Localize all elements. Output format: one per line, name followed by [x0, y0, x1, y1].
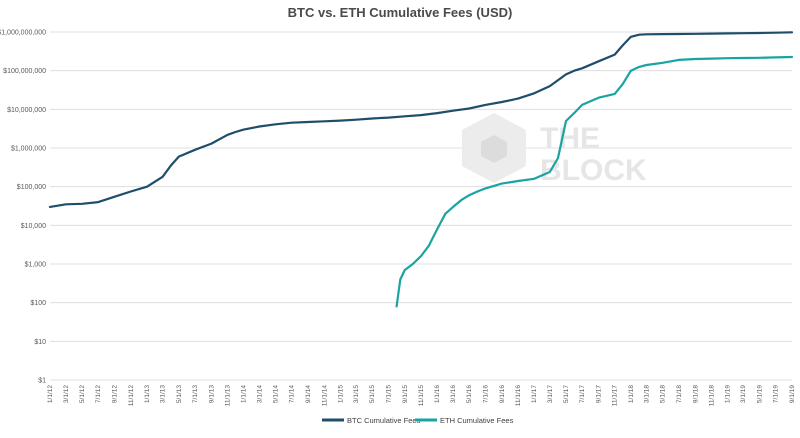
- x-tick-label: 5/1/16: [466, 385, 473, 403]
- watermark-cube-inner-icon: [481, 135, 507, 163]
- x-tick-label: 7/1/17: [579, 385, 586, 403]
- y-tick-label: $1,000,000: [11, 146, 46, 153]
- y-tick-label: $1,000,000,000: [0, 30, 46, 37]
- y-tick-label: $10,000,000: [7, 107, 46, 114]
- x-tick-label: 3/1/15: [353, 385, 360, 403]
- x-tick-label: 9/1/12: [112, 385, 119, 403]
- x-tick-label: 11/1/13: [225, 385, 232, 407]
- y-tick-label: $1: [38, 378, 46, 385]
- x-tick-label: 7/1/18: [676, 385, 683, 403]
- x-tick-label: 5/1/14: [273, 385, 280, 403]
- x-tick-label: 5/1/18: [660, 385, 667, 403]
- x-tick-label: 11/1/18: [708, 385, 715, 407]
- y-tick-label: $100,000,000: [3, 68, 46, 75]
- y-tick-label: $10,000: [21, 223, 46, 230]
- x-tick-label: 1/1/18: [628, 385, 635, 403]
- x-tick-label: 3/1/14: [256, 385, 263, 403]
- x-tick-label: 11/1/17: [612, 385, 619, 407]
- x-tick-label: 3/1/12: [63, 385, 70, 403]
- y-tick-label: $1,000: [25, 262, 47, 269]
- x-tick-label: 7/1/13: [192, 385, 199, 403]
- x-tick-label: 5/1/17: [563, 385, 570, 403]
- x-axis-tick-labels: 1/1/12 3/1/12 5/1/12 7/1/12 9/1/12 11/1/12 1/1…: [47, 385, 796, 407]
- x-tick-label: 7/1/16: [482, 385, 489, 403]
- legend-label-eth: ETH Cumulative Fees: [440, 416, 514, 425]
- series-lines: [48, 31, 794, 308]
- btc-series-line: [48, 31, 794, 208]
- x-tick-label: 9/1/17: [596, 385, 603, 403]
- x-tick-label: 9/1/18: [692, 385, 699, 403]
- x-tick-label: 11/1/14: [321, 385, 328, 407]
- x-tick-label: 9/1/19: [789, 385, 796, 403]
- x-tick-label: 1/1/12: [47, 385, 54, 403]
- x-tick-label: 11/1/15: [418, 385, 425, 407]
- x-tick-label: 5/1/13: [176, 385, 183, 403]
- y-tick-label: $10: [34, 339, 46, 346]
- x-tick-label: 9/1/14: [305, 385, 312, 403]
- legend: BTC Cumulative Fees ETH Cumulative Fees: [322, 416, 514, 425]
- y-axis-tick-labels: $1 $10 $100 $1,000 $10,000 $100,000 $1,000,000…: [0, 30, 46, 385]
- x-tick-label: 7/1/19: [773, 385, 780, 403]
- x-tick-label: 1/1/19: [725, 385, 732, 403]
- x-tick-label: 5/1/15: [369, 385, 376, 403]
- y-tick-label: $100: [30, 300, 46, 307]
- x-tick-label: 11/1/12: [128, 385, 135, 407]
- x-tick-label: 9/1/16: [499, 385, 506, 403]
- x-tick-label: 3/1/17: [547, 385, 554, 403]
- watermark: THE BLOCK: [462, 113, 647, 187]
- x-tick-label: 1/1/17: [531, 385, 538, 403]
- x-tick-label: 3/1/18: [644, 385, 651, 403]
- x-tick-label: 7/1/15: [385, 385, 392, 403]
- x-tick-label: 5/1/12: [79, 385, 86, 403]
- x-tick-label: 1/1/14: [241, 385, 248, 403]
- watermark-text-the: THE: [540, 122, 600, 155]
- x-tick-label: 9/1/15: [402, 385, 409, 403]
- grid-lines: [50, 31, 792, 381]
- y-tick-label: $100,000: [17, 184, 46, 191]
- x-tick-label: 3/1/19: [740, 385, 747, 403]
- x-tick-label: 1/1/16: [434, 385, 441, 403]
- x-tick-label: 11/1/16: [515, 385, 522, 407]
- x-tick-label: 1/1/15: [337, 385, 344, 403]
- x-tick-label: 3/1/13: [160, 385, 167, 403]
- x-tick-label: 1/1/13: [144, 385, 151, 403]
- chart-title: BTC vs. ETH Cumulative Fees (USD): [288, 5, 513, 20]
- x-tick-label: 9/1/13: [208, 385, 215, 403]
- x-tick-label: 7/1/14: [289, 385, 296, 403]
- watermark-text-block: BLOCK: [540, 154, 647, 187]
- x-tick-label: 7/1/12: [95, 385, 102, 403]
- x-tick-label: 5/1/19: [756, 385, 763, 403]
- legend-label-btc: BTC Cumulative Fees: [347, 416, 421, 425]
- x-tick-label: 3/1/16: [450, 385, 457, 403]
- eth-series-line: [395, 55, 794, 308]
